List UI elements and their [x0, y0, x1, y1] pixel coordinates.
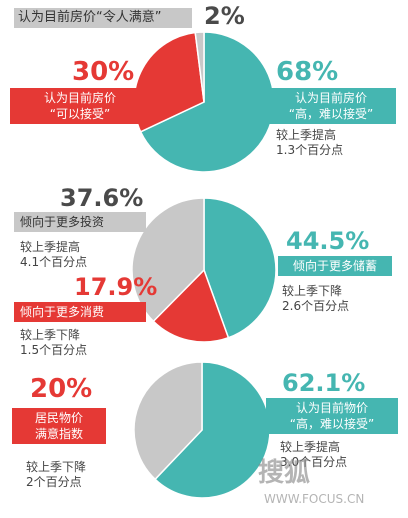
satisfaction-index-percent: 20%: [30, 374, 93, 404]
watermark-url: WWW.FOCUS.CN: [264, 492, 365, 506]
invest-percent: 37.6%: [60, 184, 144, 212]
satisfied-label: 认为目前房价“令人满意”: [18, 10, 162, 25]
satisfied-percent: 2%: [204, 2, 245, 30]
satisfaction-index-label-line2: 满意指数: [34, 427, 83, 441]
too-high-percent: 68%: [276, 57, 339, 87]
watermark-logo: 搜狐: [258, 458, 311, 488]
invest-note: 较上季提高 4.1个百分点: [20, 240, 88, 269]
pie-slice-price-too-high: [154, 361, 271, 499]
too-high-note: 较上季提高 1.3个百分点: [276, 128, 344, 157]
price-too-high-percent: 62.1%: [282, 369, 366, 397]
pie-slice-consume: [152, 268, 230, 343]
pie-slice-satisfied: [194, 31, 205, 103]
price-too-high-note: 较上季提高 3.0个百分点: [280, 440, 348, 469]
satisfaction-index-label-box: 居民物价 满意指数: [12, 408, 106, 444]
acceptable-percent: 30%: [72, 57, 135, 87]
acceptable-label-line1: 认为目前房价: [43, 91, 116, 105]
consume-label-box: 倾向于更多消费: [14, 302, 146, 322]
satisfaction-index-label-line1: 居民物价: [34, 411, 83, 425]
pie-chart-consumption-tendency: [131, 197, 277, 343]
save-note: 较上季下降 2.6个百分点: [282, 284, 350, 313]
consume-label: 倾向于更多消费: [20, 305, 105, 319]
pie-slice-too-high: [139, 31, 275, 173]
save-label-box: 倾向于更多储蓄: [278, 256, 392, 276]
satisfied-label-box: 认为目前房价“令人满意”: [14, 8, 192, 28]
too-high-label-box: 认为目前房价 “高，难以接受”: [266, 88, 396, 124]
price-too-high-label-line1: 认为目前物价: [295, 401, 368, 415]
price-too-high-label-line2: “高，难以接受”: [289, 417, 375, 431]
too-high-label-line2: “高，难以接受”: [288, 107, 374, 121]
pie-slice-other: [133, 361, 203, 481]
acceptable-label-line2: “可以接受”: [49, 107, 111, 121]
save-label: 倾向于更多储蓄: [292, 259, 377, 273]
save-percent: 44.5%: [286, 227, 370, 255]
too-high-label-line1: 认为目前房价: [294, 91, 367, 105]
consume-note: 较上季下降 1.5个百分点: [20, 328, 88, 357]
pie-slice-save: [203, 197, 277, 339]
consume-percent: 17.9%: [74, 273, 158, 301]
pie-chart-price-satisfaction: [133, 361, 271, 499]
price-too-high-label-box: 认为目前物价 “高，难以接受”: [266, 398, 398, 434]
invest-label: 倾向于更多投资: [20, 215, 105, 229]
satisfaction-index-note: 较上季下降 2个百分点: [26, 460, 87, 489]
pie-chart-housing-price: [133, 31, 275, 173]
invest-label-box: 倾向于更多投资: [14, 212, 146, 232]
acceptable-label-box: 认为目前房价 “可以接受”: [10, 88, 150, 124]
